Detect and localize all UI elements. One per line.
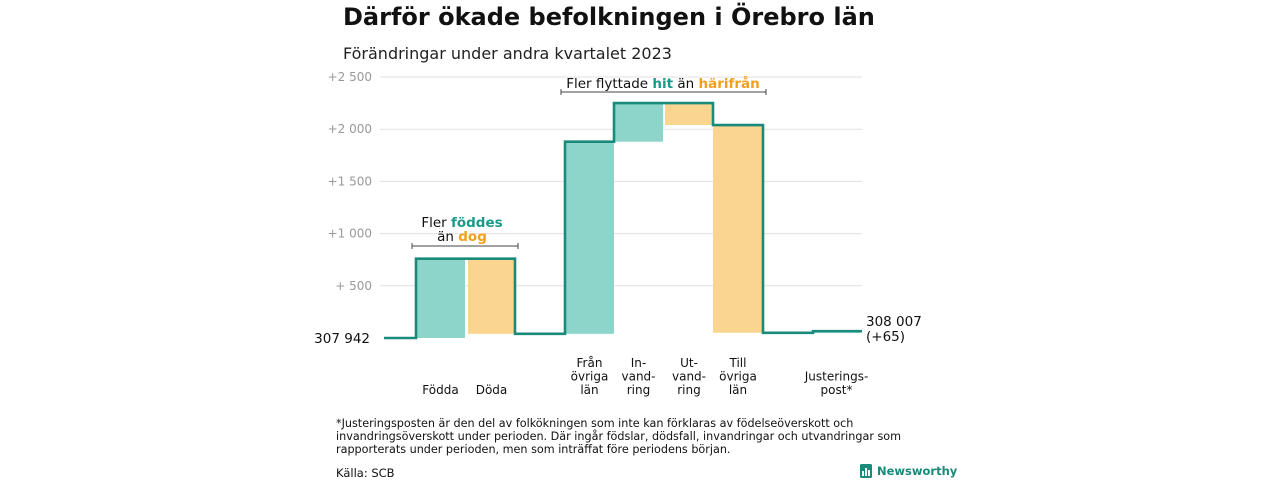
category-label: övriga [719, 370, 757, 384]
annotation-span: dog [458, 229, 487, 245]
annotation-span: än [673, 76, 698, 92]
category-label: ring [627, 383, 651, 397]
end-change-label: (+65) [866, 329, 905, 345]
annotation-births-text-line2: än dog [437, 229, 487, 245]
y-tick-label: + 500 [335, 279, 372, 293]
y-tick-label: +1 500 [328, 174, 372, 188]
waterfall-bar [713, 125, 763, 333]
waterfall-bar [614, 103, 663, 142]
category-label: län [580, 383, 598, 397]
newsworthy-logo-text: Newsworthy [877, 464, 958, 478]
category-label: vand- [621, 370, 655, 384]
waterfall-chart: +2 500 +2 000 +1 500 +1 000 + 500 307 942 308 … [314, 70, 922, 397]
newsworthy-logo: Newsworthy [860, 464, 957, 478]
category-label: ring [677, 383, 701, 397]
category-label: vand- [672, 370, 706, 384]
category-label: Födda [422, 383, 458, 397]
annotation-span: Fler [421, 215, 451, 231]
waterfall-bar [665, 103, 713, 126]
start-value-label: 307 942 [314, 331, 370, 347]
category-label: övriga [571, 370, 609, 384]
annotation-migration-text: Fler flyttade hit än härifrån [566, 75, 760, 92]
chart-title: Därför ökade befolkningen i Örebro län [343, 3, 875, 31]
y-tick-label: +2 000 [328, 122, 372, 136]
annotation-span: Fler flyttade [566, 76, 652, 92]
annotation-births-text: Fler föddes [421, 215, 502, 231]
source-label: Källa: SCB [336, 466, 395, 480]
category-label: Till [729, 356, 747, 370]
annotation-span: härifrån [699, 75, 760, 92]
category-label: Från [577, 356, 603, 370]
category-label: Ut- [680, 356, 698, 370]
waterfall-bar [416, 258, 465, 338]
waterfall-bar [565, 141, 614, 334]
newsworthy-chart-icon [860, 464, 872, 478]
y-tick-label: +2 500 [328, 70, 372, 84]
category-label: Döda [476, 383, 508, 397]
running-total-line [384, 101, 862, 340]
annotation-span: hit [652, 76, 673, 92]
category-label: Justerings- [804, 370, 869, 384]
end-value-label: 308 007 [866, 314, 922, 330]
y-tick-label: +1 000 [328, 227, 372, 241]
category-label: post* [821, 383, 853, 397]
category-label: län [729, 383, 747, 397]
footnote: *Justeringsposten är den del av folkökni… [336, 417, 902, 456]
annotation-span: än [437, 229, 458, 245]
annotation-span: föddes [451, 215, 503, 231]
waterfall-bar [468, 258, 515, 334]
category-label: In- [631, 356, 646, 370]
chart-subtitle: Förändringar under andra kvartalet 2023 [343, 44, 672, 63]
